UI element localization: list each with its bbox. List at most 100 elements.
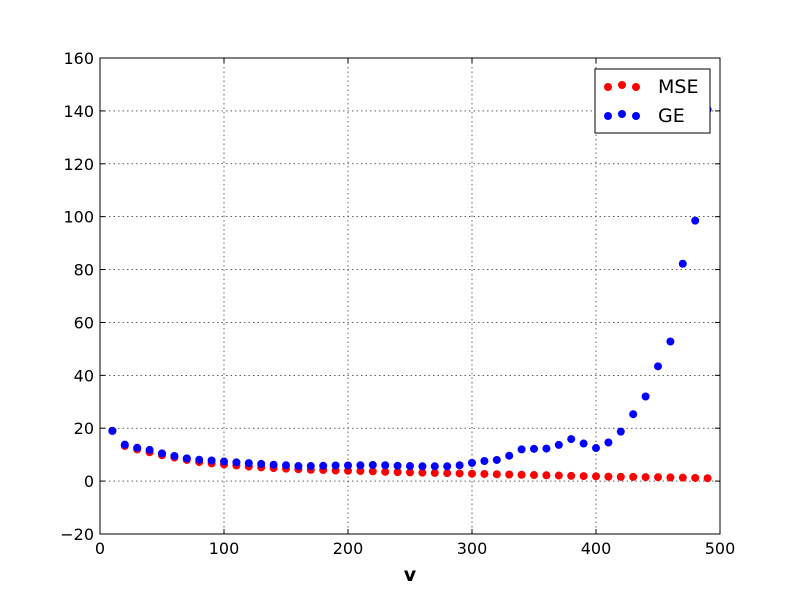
y-tick-label: 100 [63,208,94,227]
point-ge [654,362,662,371]
legend-marker [604,112,612,120]
legend-label: MSE [658,76,698,98]
point-mse [443,469,452,478]
point-ge [492,455,501,464]
point-mse [641,473,650,482]
point-ge [158,449,166,458]
point-ge [406,462,414,471]
point-ge [678,259,687,268]
legend-marker [604,83,612,91]
point-ge [592,444,600,453]
legend-label: GE [658,105,685,127]
point-mse [393,468,402,477]
x-tick-label: 300 [457,539,488,558]
point-mse [356,467,365,476]
y-tick-label: −20 [60,525,94,544]
point-ge [108,426,117,435]
point-ge [145,445,154,454]
point-mse [691,473,700,482]
point-ge [691,216,700,225]
point-mse [530,471,538,480]
point-mse [430,468,439,477]
point-ge [207,456,216,465]
point-mse [480,469,489,478]
point-mse [455,469,464,478]
legend: MSE GE [594,68,711,134]
y-tick-label: 20 [74,419,94,438]
point-mse [505,470,514,479]
point-ge [616,427,625,436]
point-ge [257,459,266,468]
point-ge [629,410,638,419]
y-tick-label: 40 [74,366,94,385]
legend-marker [632,112,640,120]
point-mse [468,469,476,478]
point-mse [368,467,377,476]
point-mse [517,470,526,479]
point-ge [269,460,278,469]
y-tick-label: 160 [63,49,94,68]
x-tick-label: 400 [581,539,612,558]
point-ge [666,337,675,346]
legend-entry-mse: MSE [604,76,698,98]
point-mse [418,468,427,477]
point-ge [468,458,476,467]
plot-frame [99,57,721,535]
data-points [108,105,712,483]
point-ge [480,457,489,466]
point-mse [567,471,576,480]
point-mse [592,472,600,481]
point-ge [542,444,551,453]
point-ge [182,454,191,463]
point-ge [418,462,427,471]
legend-marker [632,83,640,91]
point-ge [232,458,241,467]
point-mse [666,473,675,482]
x-tick-label: 500 [705,539,736,558]
point-mse [678,473,687,482]
point-ge [244,459,253,468]
point-ge [306,462,315,471]
point-ge [579,439,588,448]
point-ge [517,445,526,454]
point-mse [542,471,551,480]
point-ge [195,455,204,464]
point-ge [133,443,142,452]
point-ge [120,440,129,449]
y-tick-label: 60 [74,313,94,332]
point-ge [604,438,613,447]
point-ge [170,451,179,460]
point-ge [641,392,650,401]
y-tick-label: 0 [84,472,94,491]
point-ge [505,451,514,460]
point-mse [579,472,588,481]
legend-box [594,68,711,134]
point-ge [368,460,377,469]
point-mse [629,472,638,481]
point-ge [381,461,390,470]
point-mse [654,473,662,482]
point-ge [294,462,303,471]
point-mse [703,474,712,483]
point-mse [604,472,613,481]
point-mse [554,471,563,480]
point-ge [430,462,439,471]
grid [100,58,720,534]
point-ge [567,435,576,444]
point-mse [616,472,625,481]
x-tick-label: 100 [209,539,240,558]
series-ge [108,105,712,471]
legend-marker [618,110,626,118]
point-ge [331,461,340,470]
x-tick-label: 0 [95,539,105,558]
point-ge [344,461,352,470]
point-ge [455,461,464,470]
point-mse [381,467,390,476]
point-mse [406,468,414,477]
y-tick-label: 140 [63,102,94,121]
point-ge [220,457,228,466]
legend-entry-ge: GE [604,105,685,127]
x-axis-label: v [404,564,417,586]
